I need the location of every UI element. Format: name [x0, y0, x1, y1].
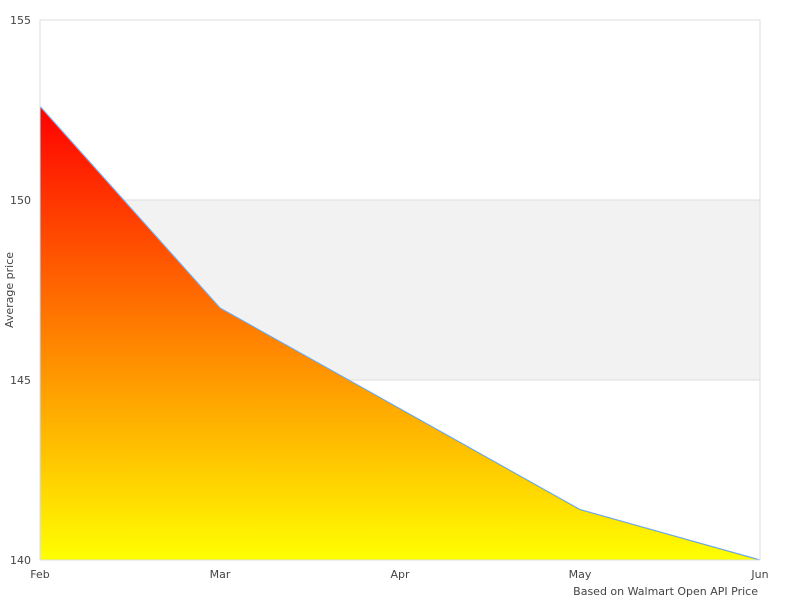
y-tick-label: 145 [10, 374, 31, 387]
y-tick-label: 140 [10, 554, 31, 567]
x-tick-label: Apr [390, 568, 410, 581]
x-tick-label: May [569, 568, 592, 581]
area-fill [40, 106, 760, 561]
y-tick-label: 155 [10, 14, 31, 27]
x-tick-label: Jun [750, 568, 768, 581]
y-axis-label: Average price [3, 252, 16, 328]
x-tick-label: Mar [210, 568, 231, 581]
series-line [39, 106, 761, 561]
plot-border [39, 19, 761, 561]
footnote: Based on Walmart Open API Price [573, 585, 758, 598]
x-tick-label: Feb [30, 568, 49, 581]
y-tick-label: 150 [10, 194, 31, 207]
